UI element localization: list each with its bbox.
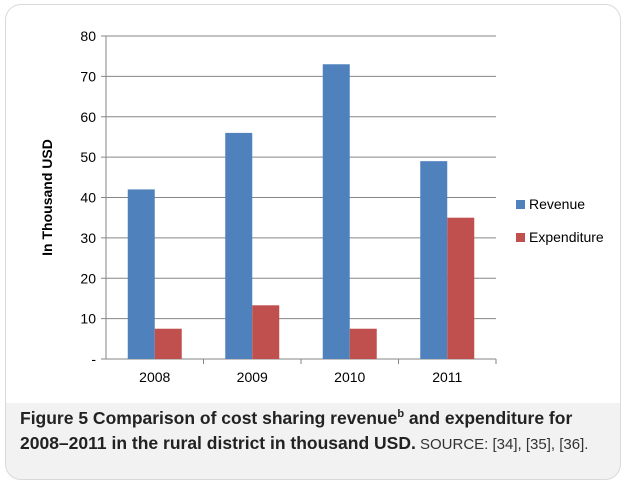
revenue-bar xyxy=(225,132,253,359)
y-axis-label: In Thousand USD xyxy=(39,139,55,256)
x-tick-label: 2010 xyxy=(334,369,365,385)
legend-label: Revenue xyxy=(529,196,585,212)
caption-title: Figure 5 Comparison of cost sharing reve… xyxy=(20,408,398,428)
revenue-bar xyxy=(127,189,155,359)
y-tick-label: 50 xyxy=(80,149,96,165)
bar-chart: - 10 20 30 40 50 60 70 80 2008 2009 2010 2011 In Thou… xyxy=(39,28,604,385)
expenditure-bar xyxy=(154,328,182,359)
y-tick-label: 60 xyxy=(80,109,96,125)
expenditure-bar xyxy=(349,328,377,359)
legend-label: Expenditure xyxy=(529,229,604,245)
y-tick-label: 10 xyxy=(80,311,96,327)
y-tick-label: 20 xyxy=(80,270,96,286)
legend-swatch xyxy=(516,233,525,242)
expenditure-bar xyxy=(447,217,475,359)
x-tick-label: 2009 xyxy=(237,369,268,385)
x-tick-label: 2011 xyxy=(432,369,462,385)
y-tick-label: 70 xyxy=(80,68,96,84)
y-tick-label: 40 xyxy=(80,190,96,206)
caption-superscript: b xyxy=(397,408,405,421)
y-tick-label: 80 xyxy=(80,28,96,44)
y-tick-label: - xyxy=(91,351,96,367)
revenue-bar xyxy=(420,161,448,359)
x-tick-label: 2008 xyxy=(139,369,170,385)
figure-caption: Figure 5 Comparison of cost sharing reve… xyxy=(20,406,616,457)
chart-area: - 10 20 30 40 50 60 70 80 2008 2009 2010 2011 In Thou… xyxy=(6,5,620,403)
figure-panel: - 10 20 30 40 50 60 70 80 2008 2009 2010 2011 In Thou… xyxy=(5,4,621,480)
caption-title-rest: and expenditure for 2008–2011 in the rur… xyxy=(20,408,573,453)
legend-swatch xyxy=(516,200,525,209)
expenditure-bar xyxy=(252,305,280,359)
revenue-bar xyxy=(322,64,350,359)
caption-source: SOURCE: [34], [35], [36]. xyxy=(415,436,589,453)
y-tick-label: 30 xyxy=(80,230,96,246)
